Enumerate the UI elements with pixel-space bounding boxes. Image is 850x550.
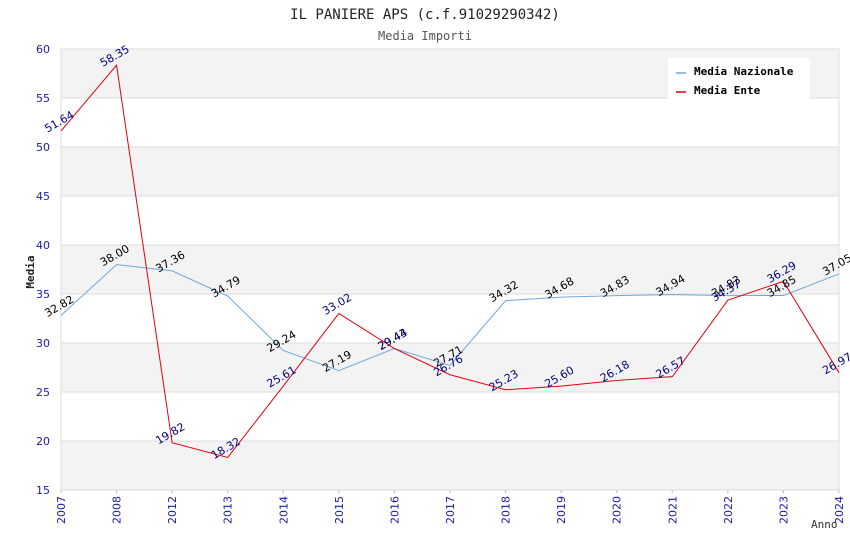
chart-subtitle: Media Importi — [378, 29, 472, 43]
x-tick-label: 2007 — [55, 496, 68, 524]
x-tick-label: 2023 — [777, 496, 790, 524]
y-tick-label: 60 — [36, 43, 50, 56]
legend-box — [668, 58, 810, 102]
y-tick-label: 15 — [36, 484, 50, 497]
legend-label-media-ente: Media Ente — [694, 84, 761, 97]
x-tick-label: 2018 — [500, 496, 513, 524]
y-axis-label: Media — [24, 255, 37, 288]
series-line-media-ente — [60, 64, 840, 459]
chart-title: IL PANIERE APS (c.f.91029290342) — [290, 7, 560, 23]
y-tick-label: 40 — [36, 239, 50, 252]
data-label-media-ente: 33.02 — [320, 291, 354, 318]
y-tick-label: 45 — [36, 190, 50, 203]
x-tick-label: 2012 — [166, 496, 179, 524]
x-tick-label: 2008 — [111, 496, 124, 524]
grid-band — [61, 343, 839, 392]
x-tick-label: 2015 — [333, 496, 346, 524]
y-tick-label: 25 — [36, 386, 50, 399]
y-tick-label: 35 — [36, 288, 50, 301]
y-axis-ticks: 15 20 25 30 35 40 45 50 55 60 — [36, 43, 50, 497]
x-tick-label: 2019 — [555, 496, 568, 524]
x-axis-label: Anno — [811, 518, 838, 531]
x-tick-label: 2016 — [388, 496, 401, 524]
x-tick-label: 2014 — [277, 496, 290, 524]
y-tick-label: 30 — [36, 337, 50, 350]
x-tick-label: 2013 — [222, 496, 235, 524]
grid-band — [61, 245, 839, 294]
grid-band — [61, 147, 839, 196]
grid-band — [61, 441, 839, 490]
series-lines — [60, 64, 840, 459]
y-tick-label: 50 — [36, 141, 50, 154]
legend: Media Nazionale Media Ente — [668, 58, 810, 102]
series-line-media-nazionale — [60, 264, 840, 372]
data-label-media-ente: 51.64 — [42, 108, 76, 135]
x-tick-label: 2021 — [666, 496, 679, 524]
alternating-bands — [61, 49, 839, 490]
x-tick-label: 2024 — [833, 496, 846, 524]
x-axis-ticks: 2007 2008 2012 2013 2014 2015 2016 2017 2018 2019… — [55, 490, 846, 524]
y-tick-label: 20 — [36, 435, 50, 448]
legend-label-media-nazionale: Media Nazionale — [694, 65, 794, 78]
y-tick-label: 55 — [36, 92, 50, 105]
x-tick-label: 2020 — [611, 496, 624, 524]
x-tick-label: 2022 — [722, 496, 735, 524]
x-tick-label: 2017 — [444, 496, 457, 524]
